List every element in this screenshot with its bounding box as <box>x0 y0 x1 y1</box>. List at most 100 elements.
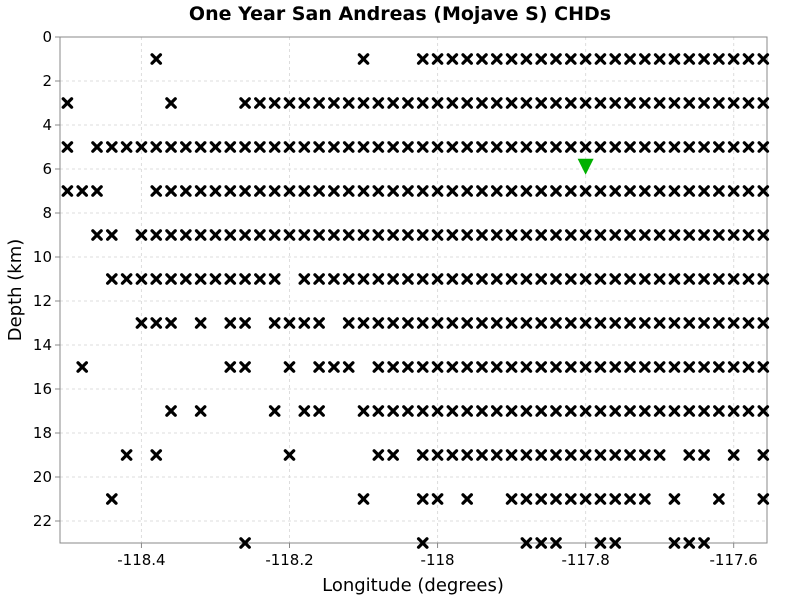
data-point <box>639 229 651 241</box>
data-point <box>550 405 562 417</box>
data-point <box>639 317 651 329</box>
data-point <box>431 405 444 417</box>
data-point <box>520 405 533 417</box>
data-point <box>372 185 385 197</box>
data-point <box>402 229 414 241</box>
data-point <box>579 361 592 373</box>
data-point <box>713 273 725 285</box>
data-point <box>461 405 473 417</box>
data-point <box>565 273 577 285</box>
data-point <box>446 141 459 153</box>
data-point <box>490 185 503 197</box>
data-point <box>594 317 607 329</box>
y-tick-label: 18 <box>33 424 52 442</box>
data-point <box>653 53 666 65</box>
data-point <box>461 317 473 329</box>
data-point <box>372 141 385 153</box>
data-point <box>446 449 459 461</box>
data-point <box>461 53 473 65</box>
data-point <box>698 97 710 109</box>
data-point <box>624 53 636 65</box>
data-point <box>372 229 385 241</box>
data-point <box>490 361 503 373</box>
y-tick-label: 16 <box>33 380 52 398</box>
data-point <box>579 185 592 197</box>
data-point <box>416 97 429 109</box>
data-point <box>194 229 207 241</box>
data-point <box>490 97 503 109</box>
data-point <box>713 229 725 241</box>
data-point <box>446 317 459 329</box>
data-point <box>579 141 592 153</box>
data-point <box>61 185 74 197</box>
data-point <box>698 317 710 329</box>
data-point <box>476 97 488 109</box>
data-point <box>624 185 636 197</box>
data-point <box>446 361 459 373</box>
data-point <box>535 449 548 461</box>
data-point <box>668 53 681 65</box>
data-point <box>91 141 103 153</box>
data-point <box>668 405 681 417</box>
y-tick-label: 6 <box>42 160 52 178</box>
data-point <box>535 141 548 153</box>
data-point <box>594 361 607 373</box>
data-point <box>328 229 340 241</box>
data-point <box>757 185 770 197</box>
data-point <box>713 361 725 373</box>
data-point <box>357 405 370 417</box>
data-point <box>476 449 488 461</box>
data-point <box>461 97 473 109</box>
data-point <box>668 273 681 285</box>
data-point <box>624 405 636 417</box>
data-point <box>165 97 177 109</box>
data-point <box>757 273 770 285</box>
data-point <box>653 141 666 153</box>
data-point <box>372 273 385 285</box>
x-axis-label: Longitude (degrees) <box>322 575 504 596</box>
data-point <box>476 185 488 197</box>
data-point <box>298 97 311 109</box>
data-point <box>742 405 755 417</box>
scatter-points <box>61 53 770 549</box>
data-point <box>668 537 681 549</box>
data-point <box>106 141 118 153</box>
data-point <box>653 97 666 109</box>
data-point <box>239 317 251 329</box>
data-point <box>653 229 666 241</box>
data-point <box>402 273 414 285</box>
data-point <box>342 229 355 241</box>
data-point <box>416 185 429 197</box>
data-point <box>461 185 473 197</box>
data-point <box>431 53 444 65</box>
data-point <box>387 229 399 241</box>
data-point <box>609 537 622 549</box>
data-point <box>609 317 622 329</box>
data-point <box>268 185 281 197</box>
data-point <box>550 493 562 505</box>
data-point <box>639 185 651 197</box>
data-point <box>476 361 488 373</box>
data-point <box>742 53 755 65</box>
data-point <box>283 97 296 109</box>
data-point <box>727 229 740 241</box>
y-tick-label: 2 <box>42 72 52 90</box>
data-point <box>698 229 710 241</box>
data-point <box>150 273 163 285</box>
data-point <box>490 229 503 241</box>
data-point <box>698 405 710 417</box>
data-point <box>224 185 237 197</box>
data-point <box>283 317 296 329</box>
data-point <box>416 493 429 505</box>
data-point <box>342 141 355 153</box>
data-point <box>431 185 444 197</box>
data-point <box>313 317 325 329</box>
data-point <box>668 97 681 109</box>
data-point <box>757 317 770 329</box>
data-point <box>239 273 251 285</box>
data-point <box>194 141 207 153</box>
data-point <box>624 97 636 109</box>
data-point <box>757 361 770 373</box>
data-point <box>476 317 488 329</box>
data-point <box>298 185 311 197</box>
